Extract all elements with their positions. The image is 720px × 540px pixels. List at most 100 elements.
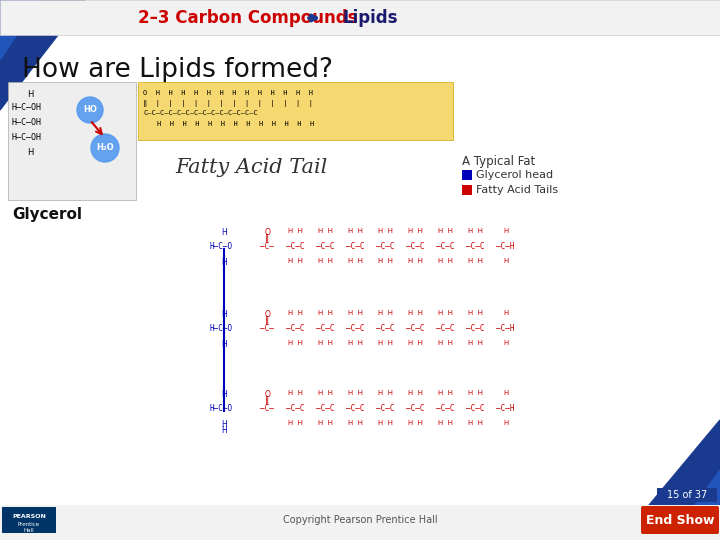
Text: —C—H: —C—H xyxy=(496,324,515,333)
Text: Fatty Acid Tails: Fatty Acid Tails xyxy=(476,185,558,195)
Text: H—C—O: H—C—O xyxy=(210,404,233,413)
Text: H  H: H H xyxy=(469,340,484,346)
Text: —C—C: —C—C xyxy=(376,324,395,333)
Text: H  H: H H xyxy=(348,420,364,426)
FancyBboxPatch shape xyxy=(2,507,56,533)
Text: H: H xyxy=(221,420,227,429)
FancyBboxPatch shape xyxy=(462,170,472,180)
Text: —C—C: —C—C xyxy=(466,404,485,413)
Text: —C—C: —C—C xyxy=(466,242,485,251)
FancyBboxPatch shape xyxy=(462,185,472,195)
Text: H: H xyxy=(503,340,508,346)
Text: H—C—OH: H—C—OH xyxy=(12,103,42,112)
Circle shape xyxy=(77,97,103,123)
Polygon shape xyxy=(0,0,40,60)
Text: ‖: ‖ xyxy=(265,316,269,325)
Text: H  H: H H xyxy=(408,390,423,396)
Text: —C—C: —C—C xyxy=(316,242,335,251)
Text: H  H: H H xyxy=(348,228,364,234)
Text: H  H: H H xyxy=(318,310,333,316)
Text: —C—C: —C—C xyxy=(286,242,305,251)
Polygon shape xyxy=(670,470,720,540)
Text: ‖: ‖ xyxy=(265,234,269,243)
Text: H  H: H H xyxy=(408,258,423,264)
Text: H  H  H  H  H  H  H  H  H  H  H  H  H: H H H H H H H H H H H H H xyxy=(157,121,314,127)
Text: H  H: H H xyxy=(289,310,304,316)
Text: Copyright Pearson Prentice Hall: Copyright Pearson Prentice Hall xyxy=(283,515,437,525)
Text: H  H: H H xyxy=(318,228,333,234)
Text: H  H: H H xyxy=(289,258,304,264)
Text: —C—C: —C—C xyxy=(286,324,305,333)
Text: —C—C: —C—C xyxy=(466,324,485,333)
Text: H  H: H H xyxy=(408,310,423,316)
Text: H: H xyxy=(27,148,33,157)
Text: H  H: H H xyxy=(348,340,364,346)
Text: H  H: H H xyxy=(469,390,484,396)
Text: O: O xyxy=(265,390,271,399)
Text: H: H xyxy=(221,390,227,399)
Text: Lipids: Lipids xyxy=(342,9,397,27)
Text: PEARSON: PEARSON xyxy=(12,514,46,519)
Text: H—C—O: H—C—O xyxy=(210,242,233,251)
Text: H₂O: H₂O xyxy=(96,144,114,152)
Text: Fatty Acid Tail: Fatty Acid Tail xyxy=(175,158,328,177)
Text: H  H: H H xyxy=(348,310,364,316)
Text: —C—C: —C—C xyxy=(346,324,364,333)
Text: H  H: H H xyxy=(348,390,364,396)
Text: H: H xyxy=(221,228,227,237)
Text: —C—H: —C—H xyxy=(496,404,515,413)
Text: H  H: H H xyxy=(438,390,454,396)
Text: H  H: H H xyxy=(379,258,394,264)
Text: —C—: —C— xyxy=(260,242,274,251)
Text: —C—C: —C—C xyxy=(346,404,364,413)
Text: H  H: H H xyxy=(318,340,333,346)
Text: —C—C: —C—C xyxy=(286,404,305,413)
FancyBboxPatch shape xyxy=(641,506,719,534)
Text: O  H  H  H  H  H  H  H  H  H  H  H  H  H: O H H H H H H H H H H H H H xyxy=(143,90,313,96)
Text: —C—C: —C—C xyxy=(406,404,425,413)
Text: H  H: H H xyxy=(408,420,423,426)
Text: —C—C: —C—C xyxy=(376,242,395,251)
Text: H—C—O: H—C—O xyxy=(210,324,233,333)
Text: H: H xyxy=(503,390,508,396)
Text: H: H xyxy=(503,420,508,426)
Text: H—C—OH: H—C—OH xyxy=(12,133,42,142)
Text: H  H: H H xyxy=(289,340,304,346)
Text: H  H: H H xyxy=(289,390,304,396)
Text: H: H xyxy=(503,258,508,264)
Text: H: H xyxy=(221,340,227,349)
Polygon shape xyxy=(0,510,30,540)
FancyBboxPatch shape xyxy=(8,82,136,200)
Text: H  H: H H xyxy=(379,390,394,396)
Text: H  H: H H xyxy=(379,228,394,234)
Text: H: H xyxy=(221,258,227,267)
Text: O: O xyxy=(265,310,271,319)
Text: C—C—C—C—C—C—C—C—C—C—C—C—C—C: C—C—C—C—C—C—C—C—C—C—C—C—C—C xyxy=(143,110,258,116)
Text: —C—C: —C—C xyxy=(316,404,335,413)
Text: H  H: H H xyxy=(469,258,484,264)
Text: H  H: H H xyxy=(348,258,364,264)
Text: H  H: H H xyxy=(438,420,454,426)
Text: H  H: H H xyxy=(469,420,484,426)
Text: H  H: H H xyxy=(289,228,304,234)
Text: H: H xyxy=(503,228,508,234)
Text: 2–3 Carbon Compounds: 2–3 Carbon Compounds xyxy=(138,9,358,27)
FancyBboxPatch shape xyxy=(0,505,720,540)
Text: —C—C: —C—C xyxy=(346,242,364,251)
Text: H  H: H H xyxy=(379,310,394,316)
Text: —C—C: —C—C xyxy=(436,324,454,333)
Text: H: H xyxy=(503,310,508,316)
Text: Glycerol: Glycerol xyxy=(12,207,82,222)
Text: H  H: H H xyxy=(379,420,394,426)
Text: —C—: —C— xyxy=(260,324,274,333)
Text: —C—C: —C—C xyxy=(406,324,425,333)
Text: —C—H: —C—H xyxy=(496,242,515,251)
Text: H  H: H H xyxy=(408,340,423,346)
Text: H  H: H H xyxy=(438,340,454,346)
Polygon shape xyxy=(620,420,720,540)
FancyBboxPatch shape xyxy=(0,0,720,35)
Text: HO: HO xyxy=(83,105,97,114)
Text: —C—: —C— xyxy=(260,404,274,413)
Text: H  H: H H xyxy=(469,310,484,316)
Circle shape xyxy=(91,134,119,162)
